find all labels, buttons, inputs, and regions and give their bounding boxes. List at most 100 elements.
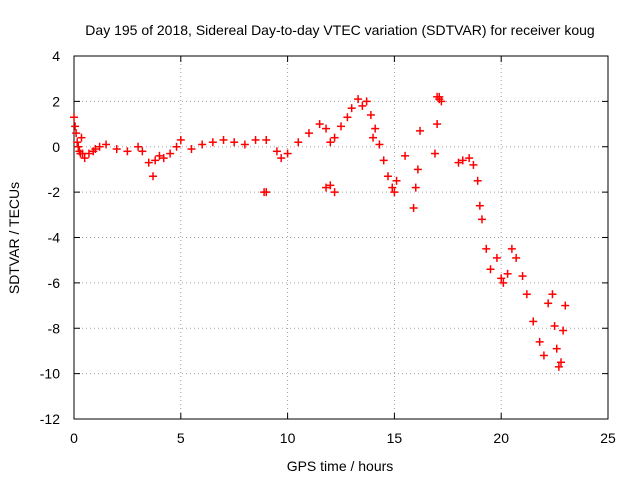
data-point	[469, 160, 478, 169]
y-tick-label: -12	[40, 411, 60, 427]
data-point	[240, 140, 249, 149]
data-point	[435, 95, 444, 104]
data-point	[198, 140, 207, 149]
data-point	[343, 113, 352, 122]
data-point	[159, 154, 168, 163]
data-point	[322, 124, 331, 133]
data-point	[80, 154, 89, 163]
y-tick-label: -6	[48, 275, 61, 291]
data-point	[557, 358, 566, 367]
data-point	[294, 138, 303, 147]
data-point	[73, 138, 82, 147]
data-point	[366, 110, 375, 119]
data-point	[499, 278, 508, 287]
data-point	[326, 138, 335, 147]
data-point	[362, 97, 371, 106]
data-point	[561, 301, 570, 310]
data-point	[149, 172, 158, 181]
data-point	[390, 188, 399, 197]
x-tick-label: 25	[600, 430, 616, 446]
data-point	[497, 274, 506, 283]
data-point	[507, 244, 516, 253]
data-point	[322, 183, 331, 192]
data-point	[71, 122, 80, 131]
data-point	[358, 101, 367, 110]
data-point	[102, 140, 111, 149]
data-point	[548, 290, 557, 299]
y-tick-label: -8	[48, 320, 61, 336]
y-tick-label: 4	[52, 48, 60, 64]
data-point	[550, 321, 559, 330]
data-point	[369, 133, 378, 142]
data-point	[535, 337, 544, 346]
x-tick-label: 10	[280, 430, 296, 446]
data-point	[74, 142, 83, 151]
data-point	[512, 253, 521, 262]
data-point	[95, 142, 104, 151]
y-tick-label: -10	[40, 366, 60, 382]
data-point	[84, 149, 93, 158]
data-point	[144, 158, 153, 167]
data-point	[91, 145, 100, 154]
data-point	[371, 124, 380, 133]
data-point	[492, 253, 501, 262]
data-point	[337, 122, 345, 131]
data-point	[138, 147, 147, 156]
data-point	[477, 215, 486, 224]
data-point	[379, 156, 388, 165]
data-point	[430, 149, 439, 158]
x-tick-label: 5	[177, 430, 185, 446]
data-point	[77, 133, 86, 142]
data-point	[465, 154, 474, 163]
data-point	[458, 156, 467, 165]
data-point	[503, 269, 512, 278]
data-point	[151, 156, 160, 165]
data-point	[347, 104, 356, 113]
data-point	[413, 165, 422, 174]
data-point	[392, 176, 401, 185]
data-point	[330, 188, 339, 197]
data-point	[112, 145, 121, 154]
data-point	[544, 299, 553, 308]
y-axis-label: SDTVAR / TECUs	[6, 182, 22, 294]
data-point	[70, 113, 78, 122]
data-point	[522, 290, 531, 299]
data-point	[473, 176, 482, 185]
data-point	[433, 120, 442, 129]
data-point	[123, 147, 132, 156]
data-point	[262, 188, 271, 197]
data-point	[219, 135, 228, 144]
data-point	[383, 172, 392, 181]
data-point	[354, 95, 363, 104]
data-point	[388, 183, 397, 192]
chart-title: Day 195 of 2018, Sidereal Day-to-day VTE…	[85, 22, 594, 38]
data-point	[262, 135, 271, 144]
data-point	[208, 138, 217, 147]
data-point	[172, 142, 181, 151]
y-tick-label: -4	[48, 230, 61, 246]
x-tick-label: 20	[493, 430, 509, 446]
data-point	[554, 362, 563, 371]
data-point	[518, 272, 527, 281]
data-point	[72, 129, 81, 138]
data-point	[529, 317, 538, 326]
data-point	[416, 126, 425, 135]
data-point	[375, 140, 384, 149]
data-point	[539, 351, 548, 360]
data-points	[70, 92, 570, 371]
grid	[74, 56, 608, 419]
data-point	[277, 154, 286, 163]
data-point	[134, 142, 143, 151]
data-point	[475, 201, 484, 210]
data-point	[187, 145, 196, 154]
data-point	[155, 151, 164, 160]
data-point	[454, 158, 463, 167]
y-tick-label: 2	[52, 93, 60, 109]
data-point	[411, 183, 420, 192]
data-point	[230, 138, 239, 147]
data-point	[176, 135, 185, 144]
data-point	[326, 181, 335, 190]
data-point	[552, 344, 561, 353]
